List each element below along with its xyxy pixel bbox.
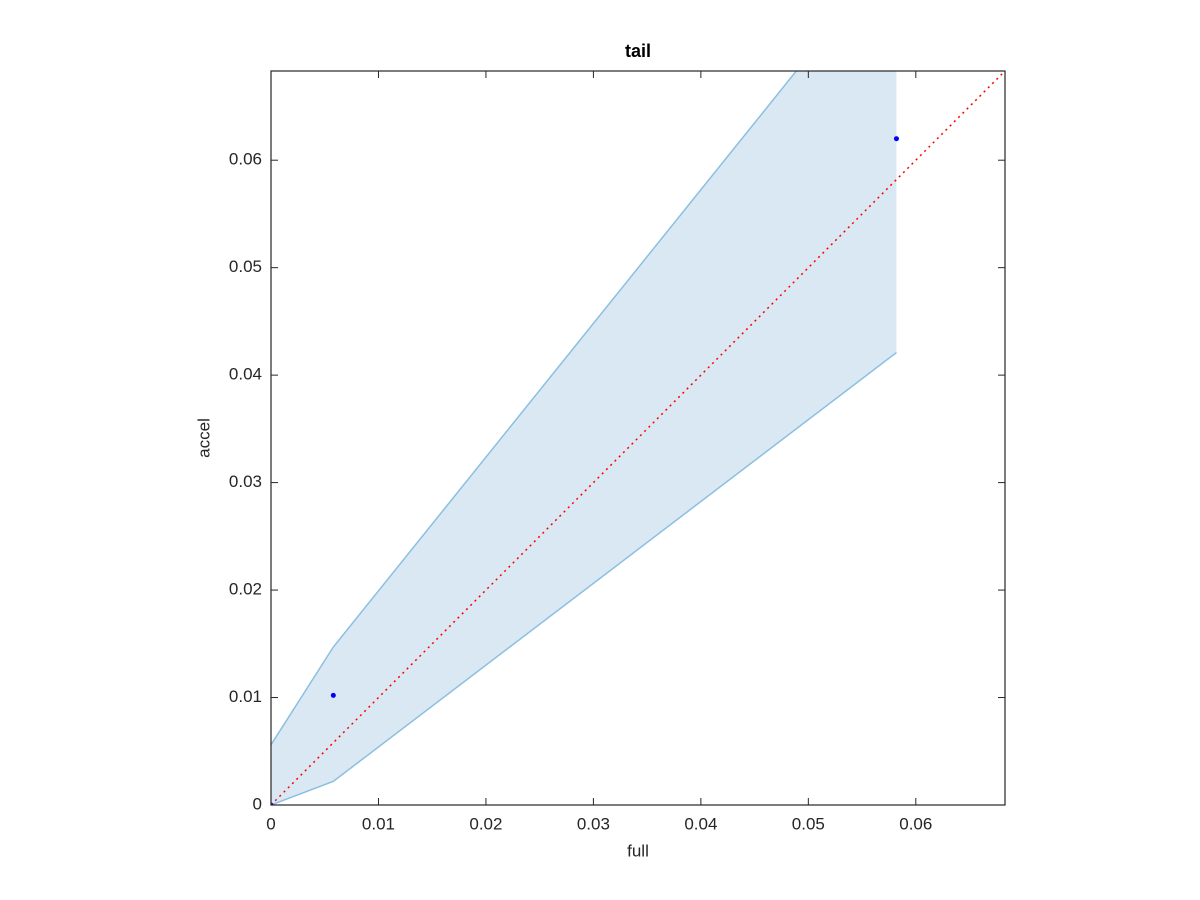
y-tick-label: 0.03 bbox=[229, 472, 262, 491]
band-lower bbox=[271, 351, 897, 805]
axes-frame bbox=[270, 70, 1006, 806]
x-tick-label: 0 bbox=[266, 814, 275, 833]
band-upper bbox=[271, 71, 798, 746]
x-axis-label: full bbox=[627, 841, 649, 860]
y-tick-label: 0 bbox=[253, 794, 262, 813]
data-point bbox=[893, 136, 899, 142]
y-tick-label: 0.04 bbox=[229, 365, 262, 384]
y-tick-label: 0.02 bbox=[229, 580, 262, 599]
y-tick-label: 0.06 bbox=[229, 150, 262, 169]
diagonal-line bbox=[271, 71, 1005, 805]
data-point bbox=[330, 692, 336, 698]
x-tick-label: 0.01 bbox=[362, 814, 395, 833]
x-tick-label: 0.05 bbox=[792, 814, 825, 833]
x-tick-label: 0.04 bbox=[684, 814, 717, 833]
axes: 0 0.01 0.02 0.03 0.04 0.05 0.06 0 0.01 0.02 0.03 0.… bbox=[229, 70, 1006, 833]
y-tick-label: 0.01 bbox=[229, 687, 262, 706]
y-tick-label: 0.05 bbox=[229, 257, 262, 276]
chart-title: tail bbox=[625, 41, 651, 61]
x-tick-label: 0.02 bbox=[469, 814, 502, 833]
data-point bbox=[271, 802, 274, 805]
y-axis-label: accel bbox=[194, 418, 213, 458]
band-fill bbox=[271, 71, 897, 805]
x-tick-label: 0.06 bbox=[899, 814, 932, 833]
x-tick-label: 0.03 bbox=[577, 814, 610, 833]
plot-area bbox=[271, 71, 1005, 805]
